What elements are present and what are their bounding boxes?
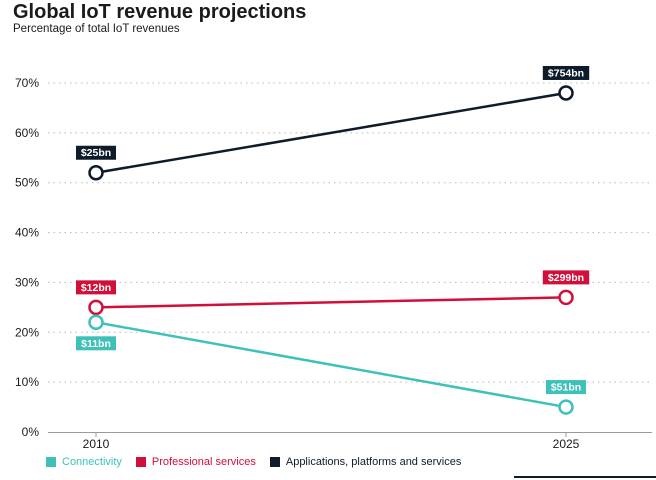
y-tick-label: 40% [15,226,39,240]
data-point [558,85,574,101]
y-tick-label: 50% [15,176,39,190]
data-label: $11bn [81,338,111,350]
legend-label-professional-services: Professional services [151,456,256,468]
x-tick-label: 2025 [553,437,580,451]
data-label-box [542,65,590,80]
legend-swatch-applications [269,457,280,467]
data-label-box [546,380,586,395]
x-tick-label: 2010 [83,437,110,451]
data-point [558,289,574,306]
y-tick-label: 10% [15,375,39,389]
legend-item-connectivity: Connectivity [46,456,122,468]
y-tick-label: 30% [15,275,39,289]
data-point [88,314,104,331]
bottom-rule [514,476,656,478]
y-tick-label: 70% [15,76,39,90]
chart-subtitle: Percentage of total IoT revenues [13,23,180,35]
data-point [88,164,104,181]
data-label-box [542,270,590,285]
legend-swatch-professional-services [135,457,146,467]
data-label: $25bn [81,147,111,159]
legend-swatch-connectivity [46,457,56,467]
data-point [558,399,574,415]
data-label-box [76,336,116,351]
data-label: $51bn [551,382,581,394]
legend-item-professional-services: Professional services [135,456,256,468]
data-label-box [76,280,116,295]
legend-label-applications: Applications, platforms and services [285,456,462,468]
data-label: $754bn [548,67,584,79]
data-point [88,299,104,316]
series-line [95,296,567,309]
y-tick-label: 60% [15,126,39,140]
data-label-box [76,145,116,160]
legend-item-applications: Applications, platforms and services [269,456,462,468]
legend-label-connectivity: Connectivity [62,456,122,468]
series-line [95,91,567,174]
data-label: $12bn [81,282,111,294]
data-label: $299bn [548,272,584,284]
y-tick-label: 20% [15,325,39,339]
y-tick-label: 0% [22,425,40,439]
series-line [95,321,567,409]
chart-title: Global IoT revenue projections [13,1,307,23]
legend: Connectivity Professional services Appli… [46,456,475,468]
